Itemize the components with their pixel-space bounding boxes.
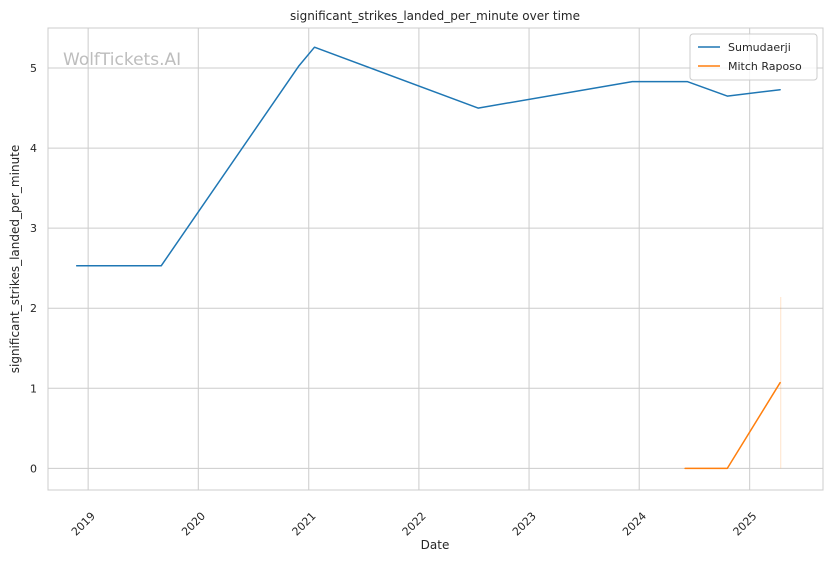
legend-label-0: Sumudaerji: [728, 41, 791, 54]
legend: Sumudaerji Mitch Raposo: [689, 33, 818, 81]
legend-box: [689, 33, 818, 81]
plot-area: [47, 27, 824, 491]
x-axis-label: Date: [421, 538, 450, 552]
y-tick-label: 4: [30, 142, 37, 155]
watermark-text: WolfTickets.AI: [63, 50, 181, 70]
y-tick-label: 5: [30, 62, 37, 75]
series-line-1: [684, 381, 781, 470]
series-line-0: [75, 46, 781, 267]
y-axis-label: significant_strikes_landed_per_minute: [8, 145, 22, 374]
grid-lines: [48, 28, 823, 490]
y-tick-label: 0: [30, 462, 37, 475]
y-tick-label: 3: [30, 222, 37, 235]
chart-title: significant_strikes_landed_per_minute ov…: [290, 9, 580, 23]
y-tick-label: 2: [30, 302, 37, 315]
legend-label-1: Mitch Raposo: [728, 60, 802, 73]
y-tick-labels: 0 1 2 3 4 5: [30, 62, 37, 475]
series-layer: [75, 46, 782, 470]
y-tick-label: 1: [30, 382, 37, 395]
